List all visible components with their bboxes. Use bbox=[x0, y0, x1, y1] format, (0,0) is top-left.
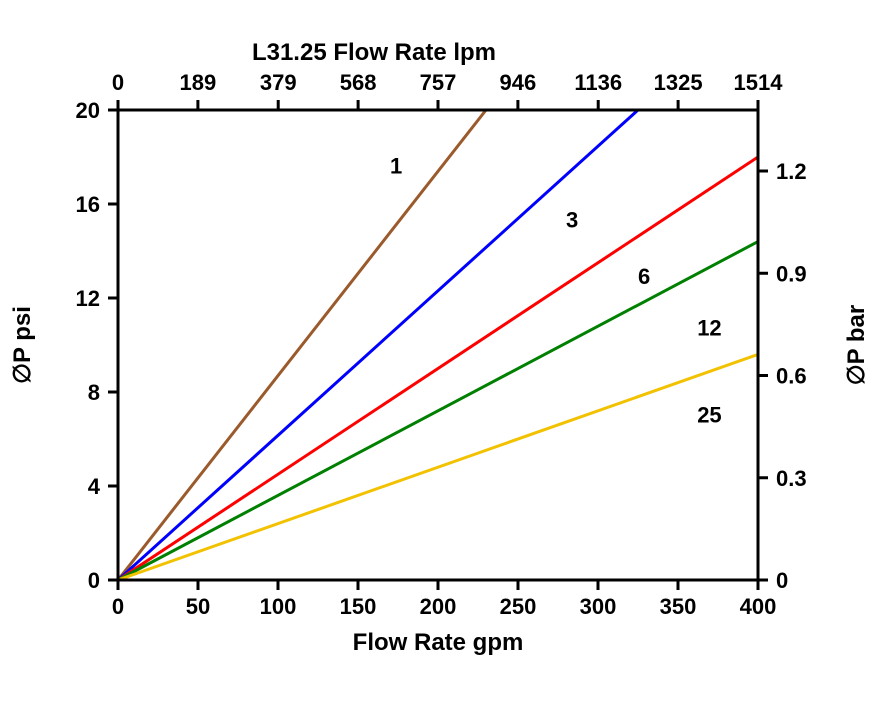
x-top-tick-label: 946 bbox=[500, 70, 537, 95]
y-left-tick-label: 12 bbox=[76, 286, 100, 311]
flow-rate-chart: 1361225050100150200250300350400Flow Rate… bbox=[0, 0, 886, 702]
y-right-tick-label: 0.3 bbox=[776, 466, 807, 491]
y-left-tick-label: 20 bbox=[76, 98, 100, 123]
x-top-tick-label: 1136 bbox=[574, 70, 622, 95]
y-left-tick-label: 4 bbox=[88, 474, 101, 499]
x-bottom-tick-label: 350 bbox=[660, 594, 697, 619]
y-right-tick-label: 0.6 bbox=[776, 364, 807, 389]
x-top-tick-label: 568 bbox=[340, 70, 377, 95]
chart-title: L31.25 Flow Rate lpm bbox=[252, 39, 496, 66]
x-bottom-tick-label: 0 bbox=[112, 594, 124, 619]
series-label-1: 1 bbox=[390, 153, 402, 178]
x-bottom-tick-label: 150 bbox=[340, 594, 377, 619]
x-bottom-tick-label: 250 bbox=[500, 594, 537, 619]
x-bottom-tick-label: 300 bbox=[580, 594, 617, 619]
x-top-tick-label: 189 bbox=[180, 70, 217, 95]
x-top-tick-label: 0 bbox=[112, 70, 124, 95]
x-top-tick-label: 1325 bbox=[654, 70, 703, 95]
series-label-3: 3 bbox=[566, 208, 578, 233]
y-left-tick-label: 8 bbox=[88, 380, 100, 405]
y-right-label: ∅P bar bbox=[843, 305, 870, 386]
y-left-tick-label: 16 bbox=[76, 192, 100, 217]
y-left-tick-label: 0 bbox=[88, 568, 100, 593]
x-bottom-tick-label: 200 bbox=[420, 594, 457, 619]
series-label-6: 6 bbox=[638, 264, 650, 289]
series-label-12: 12 bbox=[697, 316, 721, 341]
y-right-tick-label: 0 bbox=[776, 568, 788, 593]
x-top-tick-label: 379 bbox=[260, 70, 297, 95]
x-bottom-tick-label: 50 bbox=[186, 594, 210, 619]
y-right-tick-label: 0.9 bbox=[776, 261, 807, 286]
chart-svg: 1361225050100150200250300350400Flow Rate… bbox=[0, 0, 886, 702]
x-top-tick-label: 757 bbox=[420, 70, 457, 95]
x-bottom-tick-label: 400 bbox=[740, 594, 777, 619]
x-bottom-tick-label: 100 bbox=[260, 594, 297, 619]
y-right-tick-label: 1.2 bbox=[776, 159, 807, 184]
series-label-25: 25 bbox=[697, 403, 721, 428]
y-left-label: ∅P psi bbox=[9, 306, 36, 384]
x-bottom-label: Flow Rate gpm bbox=[353, 629, 524, 656]
x-top-tick-label: 1514 bbox=[734, 70, 784, 95]
